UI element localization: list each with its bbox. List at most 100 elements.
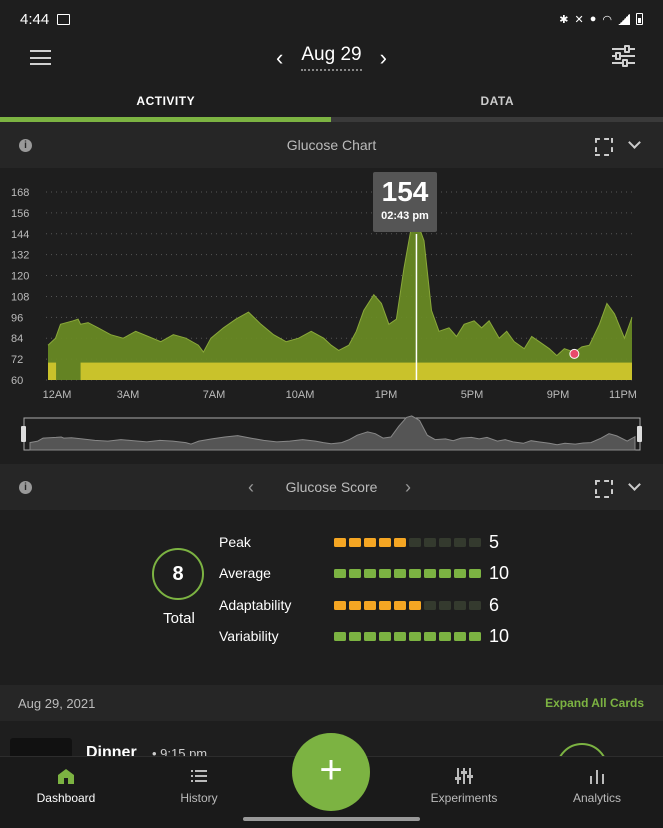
metric-segment [439, 632, 451, 641]
x-tick-label: 10AM [286, 389, 315, 401]
info-icon[interactable]: i [19, 480, 32, 494]
brush-handle-right [637, 426, 642, 442]
chart-tooltip: 154 02:43 pm [373, 172, 437, 232]
metric-value: 5 [489, 532, 500, 552]
metric-segment [454, 569, 466, 578]
glucose-card-header: i Glucose Chart [0, 122, 663, 168]
total-score-label: Total [163, 610, 195, 627]
x-tick-label: 7AM [203, 389, 226, 401]
metric-segment [364, 632, 376, 641]
metric-adaptability: Adaptability 6 [219, 595, 539, 615]
glucose-card-title: Glucose Chart [286, 137, 377, 153]
metric-segment [424, 538, 436, 547]
next-day-chevron-icon[interactable]: › [379, 44, 387, 70]
list-icon [191, 770, 207, 782]
metric-bar [334, 632, 481, 641]
metric-segment [454, 538, 466, 547]
metric-bar [334, 538, 481, 547]
metric-segment [379, 538, 391, 547]
x-tick-label: 9PM [547, 389, 570, 401]
tab-data[interactable]: DATA [480, 94, 515, 108]
nav-experiments-label: Experiments [430, 791, 498, 805]
add-entry-button[interactable]: + [292, 733, 370, 811]
fullscreen-icon[interactable] [595, 138, 609, 152]
date-row-label: Aug 29, 2021 [18, 696, 96, 711]
x-tick-label: 3AM [117, 389, 140, 401]
metric-segment [334, 601, 346, 610]
tab-activity[interactable]: ACTIVITY [136, 94, 196, 108]
metric-segment [424, 632, 436, 641]
metric-segment [469, 538, 481, 547]
x-tick-label: 12AM [43, 389, 72, 401]
y-tick-label: 96 [11, 312, 23, 324]
mute-icon: ✕ [574, 13, 584, 26]
metric-segment [334, 569, 346, 578]
metric-value: 10 [489, 626, 510, 646]
metric-segment [364, 569, 376, 578]
fullscreen-icon[interactable] [595, 480, 609, 494]
metric-label: Peak [219, 534, 251, 550]
nav-dashboard-label: Dashboard [36, 791, 96, 805]
metric-bar [334, 601, 481, 610]
target-band [48, 362, 57, 380]
prev-score-chevron-icon[interactable]: ‹ [248, 476, 254, 497]
score-card-title: Glucose Score [285, 479, 378, 495]
metric-segment [454, 601, 466, 610]
location-icon: ● [589, 13, 597, 25]
home-icon [58, 769, 74, 784]
expand-all-cards-link[interactable]: Expand All Cards [545, 696, 644, 710]
gesture-pill[interactable] [243, 817, 420, 821]
metric-segment [394, 538, 406, 547]
next-score-chevron-icon[interactable]: › [405, 476, 411, 497]
metric-segment [394, 601, 406, 610]
metric-segment [364, 538, 376, 547]
y-tick-label: 60 [11, 375, 23, 387]
x-tick-label: 11PM [609, 389, 637, 401]
x-tick-label: 1PM [375, 389, 398, 401]
nav-analytics[interactable]: Analytics [537, 757, 657, 813]
event-marker [569, 348, 580, 359]
date-selector[interactable]: Aug 29 [301, 44, 362, 71]
glucose-chart-svg: 168 156 144 132 120 108 96 84 72 60 12AM 3AM 7AM 10AM… [11, 187, 642, 451]
metric-average: Average 10 [219, 563, 539, 583]
metric-segment [379, 632, 391, 641]
x-tick-label: 5PM [461, 389, 484, 401]
metric-segment [439, 601, 451, 610]
brush-handle-left [21, 426, 26, 442]
metric-label: Adaptability [219, 597, 292, 613]
metric-segment [394, 632, 406, 641]
info-icon[interactable]: i [19, 138, 32, 152]
metric-segment [409, 569, 421, 578]
nav-history[interactable]: History [139, 757, 259, 813]
y-tick-label: 156 [11, 208, 29, 220]
status-icons: ✱ ✕ ● ◠ [559, 13, 643, 26]
metric-segment [409, 538, 421, 547]
y-tick-label: 84 [11, 333, 23, 345]
bluetooth-icon: ✱ [559, 13, 569, 26]
filter-settings-icon[interactable] [612, 45, 635, 68]
tab-track [0, 117, 663, 122]
y-tick-label: 72 [11, 354, 23, 366]
gallery-icon [57, 13, 71, 25]
metric-segment [469, 632, 481, 641]
prev-day-chevron-icon[interactable]: ‹ [276, 44, 284, 70]
nav-dashboard[interactable]: Dashboard [6, 757, 126, 813]
metric-segment [349, 538, 361, 547]
metric-segment [379, 569, 391, 578]
metric-segment [409, 601, 421, 610]
menu-icon[interactable] [30, 50, 51, 65]
score-body: 8 Total Peak 5 Average 10 Adaptability 6… [0, 510, 663, 685]
metric-variability: Variability 10 [219, 626, 539, 646]
y-tick-label: 144 [11, 229, 29, 241]
score-card-header: i ‹ Glucose Score › [0, 464, 663, 510]
metric-segment [439, 538, 451, 547]
overview-area [29, 415, 636, 451]
glucose-line [47, 218, 633, 357]
tooltip-value: 154 [381, 176, 429, 207]
gesture-bar [0, 812, 663, 828]
nav-experiments[interactable]: Experiments [404, 757, 524, 813]
status-time: 4:44 [20, 10, 50, 28]
metric-value: 6 [489, 595, 500, 615]
glucose-chart[interactable]: 168 156 144 132 120 108 96 84 72 60 12AM 3AM 7AM 10AM… [0, 168, 663, 464]
tab-bar: ACTIVITY DATA [0, 80, 663, 122]
